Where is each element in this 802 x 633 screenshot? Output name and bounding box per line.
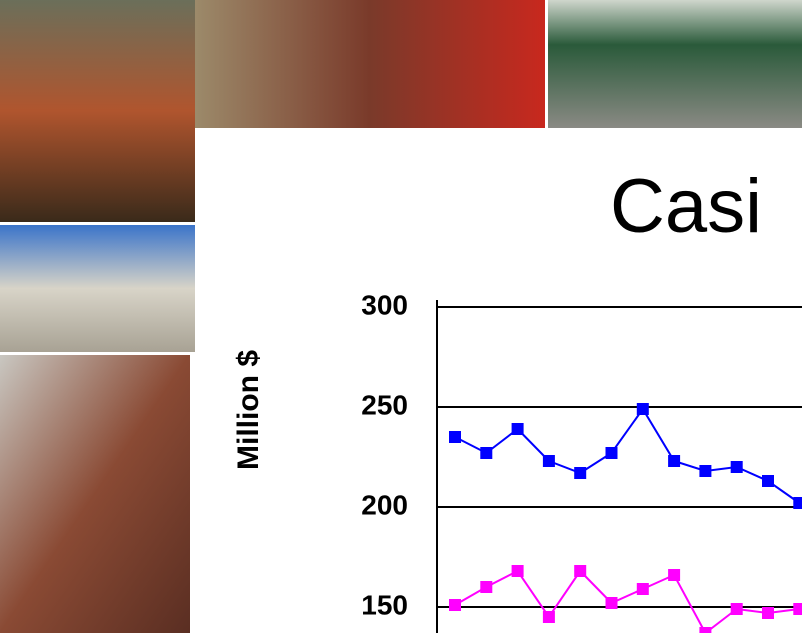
series-line [454,407,800,504]
point-marker [511,565,524,577]
slide-title: Casi [610,164,762,249]
point-marker [605,447,618,459]
y-axis-label: Million $ [232,350,265,470]
series-line [454,569,800,633]
point-marker [668,569,681,581]
point-marker [699,465,712,477]
photo-cafe [548,0,802,128]
photo-children [195,0,545,128]
point-marker [574,467,587,479]
point-marker [449,599,461,611]
point-marker [542,611,555,623]
point-marker [449,431,461,443]
point-marker [542,455,555,467]
point-marker [730,603,743,615]
point-marker [511,423,524,435]
point-marker [636,583,649,595]
point-marker [668,455,681,467]
point-marker [636,403,649,415]
y-tick-label: 200 [361,489,408,520]
y-tick-label: 250 [361,389,408,420]
point-marker [605,597,618,609]
photo-cathedral [0,225,195,352]
point-marker [730,461,743,473]
point-marker [762,607,774,619]
point-marker [480,581,493,593]
photo-market [0,0,195,222]
photo-arts-district [0,355,190,633]
point-marker [480,447,493,459]
point-marker [574,565,587,577]
point-marker [793,603,802,615]
point-marker [793,497,802,509]
y-tick-label: 300 [361,289,408,320]
y-tick-label: 150 [361,589,408,620]
point-marker [762,475,774,487]
point-marker [699,627,712,633]
